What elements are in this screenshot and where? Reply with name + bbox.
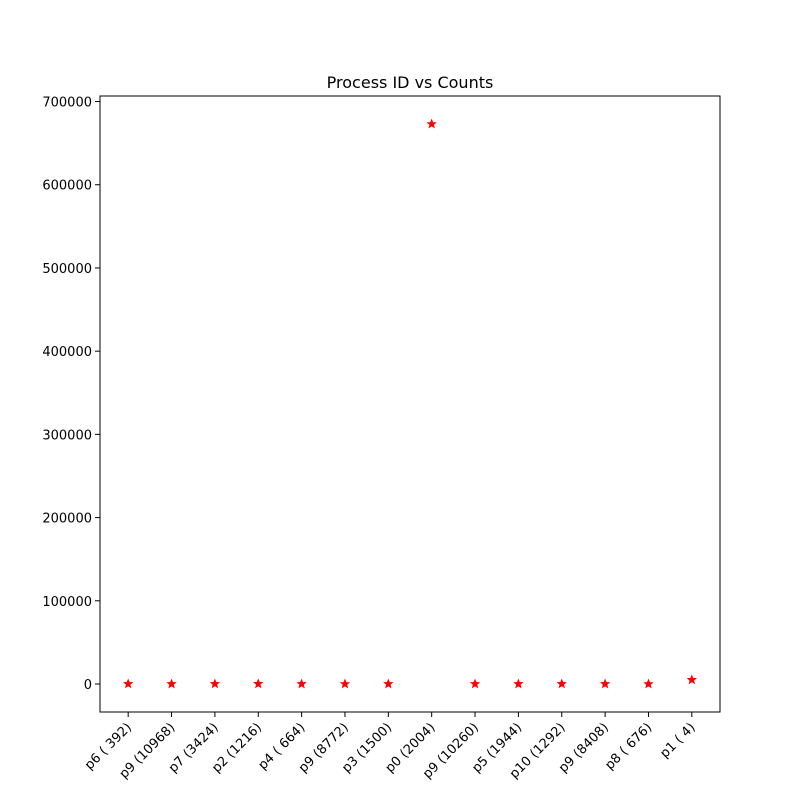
data-point: [686, 674, 697, 685]
data-point: [513, 678, 524, 689]
data-point: [123, 678, 134, 689]
y-tick-label: 400000: [42, 345, 92, 360]
x-tick-label: p8 ( 676): [602, 720, 655, 773]
data-point: [383, 678, 394, 689]
data-point: [339, 678, 351, 689]
data-point: [469, 678, 481, 689]
data-point: [209, 678, 221, 689]
data-point: [426, 118, 437, 129]
data-point: [253, 678, 264, 689]
y-tick-label: 0: [84, 678, 92, 693]
chart-title: Process ID vs Counts: [327, 73, 494, 92]
plot-frame: [99, 95, 721, 713]
axes-layer: 0 100000 200000 300000 400000 500000 600000 700…: [42, 95, 721, 782]
data-point: [166, 678, 177, 689]
data-point: [556, 678, 567, 689]
data-point: [643, 678, 654, 689]
y-tick-label: 200000: [42, 512, 92, 527]
y-tick-label: 100000: [42, 595, 92, 610]
x-tick-label: p1 ( 4): [657, 720, 698, 761]
y-tick-label: 700000: [42, 96, 92, 111]
y-tick-label: 500000: [42, 262, 92, 277]
data-point: [296, 678, 307, 689]
data-point: [599, 678, 611, 689]
marks-layer: [123, 118, 697, 689]
y-tick-label: 300000: [42, 428, 92, 443]
y-tick-label: 600000: [42, 179, 92, 194]
